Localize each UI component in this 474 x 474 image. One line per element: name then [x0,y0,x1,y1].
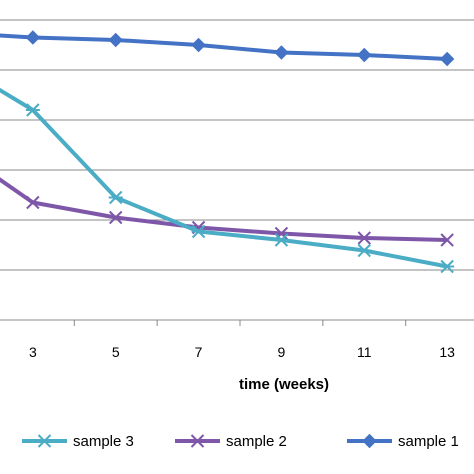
legend-label: sample 2 [226,433,287,450]
legend-item-sample-2: sample 2 [175,433,287,450]
legend: sample 3 sample 2 sample 1 [22,433,459,450]
series-line-sample-1 [0,33,448,61]
data-point-sample-2 [274,226,289,241]
gridlines [0,19,474,271]
x-tick-label: 9 [278,344,286,360]
series-lines [0,30,455,274]
data-point-sample-3 [440,259,455,274]
x-tick-label: 11 [357,344,372,360]
data-point-sample-3 [191,224,206,239]
data-point-sample-2 [440,233,454,247]
series-line-sample-3 [0,87,448,269]
data-point-sample-1 [357,47,372,63]
x-tick-label: 7 [195,344,203,360]
x-axis-ticks: 3 5 7 9 11 13 [29,320,455,360]
data-point-sample-2 [109,210,123,225]
x-tick-label: 13 [439,344,455,360]
legend-item-sample-3: sample 3 [22,433,134,450]
series-line-sample-2 [0,177,448,242]
legend-marker [190,434,205,448]
legend-marker [37,434,52,448]
legend-label: sample 3 [73,433,134,450]
series-sample-2 [0,177,454,247]
data-point-sample-3 [357,243,372,258]
series-sample-1 [0,30,455,67]
legend-marker [362,433,377,449]
series-sample-3 [0,87,455,274]
data-point-sample-1 [108,32,123,48]
data-point-sample-3 [274,233,289,247]
data-point-sample-2 [357,231,371,245]
data-point-sample-2 [26,195,40,210]
x-tick-label: 3 [29,344,37,360]
data-point-sample-1 [191,37,206,53]
x-tick-label: 5 [112,344,120,360]
legend-item-sample-1: sample 1 [347,433,459,450]
data-point-sample-3 [25,103,40,117]
legend-label: sample 1 [398,433,459,450]
data-point-sample-1 [439,51,455,67]
data-point-sample-1 [25,30,41,45]
data-point-sample-3 [108,190,123,205]
data-point-sample-1 [274,45,289,60]
x-axis-title: time (weeks) [239,376,329,393]
